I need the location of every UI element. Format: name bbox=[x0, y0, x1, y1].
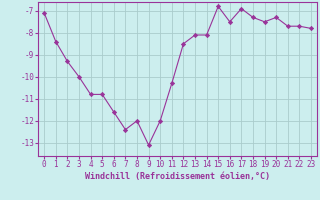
X-axis label: Windchill (Refroidissement éolien,°C): Windchill (Refroidissement éolien,°C) bbox=[85, 172, 270, 181]
